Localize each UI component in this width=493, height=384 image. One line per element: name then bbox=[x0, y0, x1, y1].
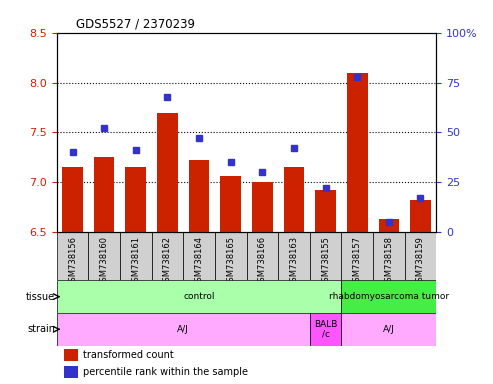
Text: GSM738164: GSM738164 bbox=[195, 236, 204, 287]
Bar bbox=[189, 161, 210, 232]
Bar bbox=[379, 219, 399, 232]
Bar bbox=[157, 113, 177, 232]
Text: GSM738161: GSM738161 bbox=[131, 236, 141, 287]
Bar bbox=[341, 280, 436, 313]
Text: tissue: tissue bbox=[26, 291, 55, 302]
Text: GSM738155: GSM738155 bbox=[321, 236, 330, 287]
Bar bbox=[120, 232, 152, 280]
Text: GSM738166: GSM738166 bbox=[258, 236, 267, 287]
Text: percentile rank within the sample: percentile rank within the sample bbox=[83, 367, 248, 377]
Text: rhabdomyosarcoma tumor: rhabdomyosarcoma tumor bbox=[329, 292, 449, 301]
Text: GSM738157: GSM738157 bbox=[352, 236, 362, 287]
Text: control: control bbox=[183, 292, 215, 301]
Bar bbox=[405, 232, 436, 280]
Bar bbox=[347, 73, 367, 232]
Bar bbox=[88, 232, 120, 280]
Bar bbox=[410, 200, 431, 232]
Text: A/J: A/J bbox=[177, 325, 189, 334]
Text: GSM738160: GSM738160 bbox=[100, 236, 108, 287]
Text: GSM738162: GSM738162 bbox=[163, 236, 172, 287]
Text: GDS5527 / 2370239: GDS5527 / 2370239 bbox=[76, 17, 195, 30]
Bar bbox=[310, 232, 341, 280]
Bar bbox=[57, 280, 341, 313]
Bar bbox=[220, 176, 241, 232]
Bar bbox=[283, 167, 304, 232]
Bar bbox=[152, 232, 183, 280]
Bar bbox=[278, 232, 310, 280]
Text: GSM738156: GSM738156 bbox=[68, 236, 77, 287]
Bar bbox=[215, 232, 246, 280]
Bar bbox=[62, 167, 83, 232]
Bar bbox=[94, 157, 114, 232]
Text: A/J: A/J bbox=[383, 325, 395, 334]
Text: GSM738163: GSM738163 bbox=[289, 236, 298, 287]
Text: transformed count: transformed count bbox=[83, 350, 174, 360]
Text: GSM738165: GSM738165 bbox=[226, 236, 235, 287]
Bar bbox=[64, 366, 77, 379]
Bar bbox=[373, 232, 405, 280]
Bar bbox=[126, 167, 146, 232]
Bar bbox=[341, 232, 373, 280]
Bar bbox=[310, 313, 341, 346]
Bar bbox=[64, 349, 77, 361]
Bar bbox=[183, 232, 215, 280]
Bar bbox=[246, 232, 278, 280]
Bar bbox=[341, 313, 436, 346]
Text: strain: strain bbox=[27, 324, 55, 334]
Bar bbox=[57, 313, 310, 346]
Bar bbox=[57, 232, 88, 280]
Text: BALB
/c: BALB /c bbox=[314, 319, 337, 339]
Bar bbox=[252, 182, 273, 232]
Text: GSM738159: GSM738159 bbox=[416, 236, 425, 287]
Bar bbox=[316, 190, 336, 232]
Text: GSM738158: GSM738158 bbox=[385, 236, 393, 287]
